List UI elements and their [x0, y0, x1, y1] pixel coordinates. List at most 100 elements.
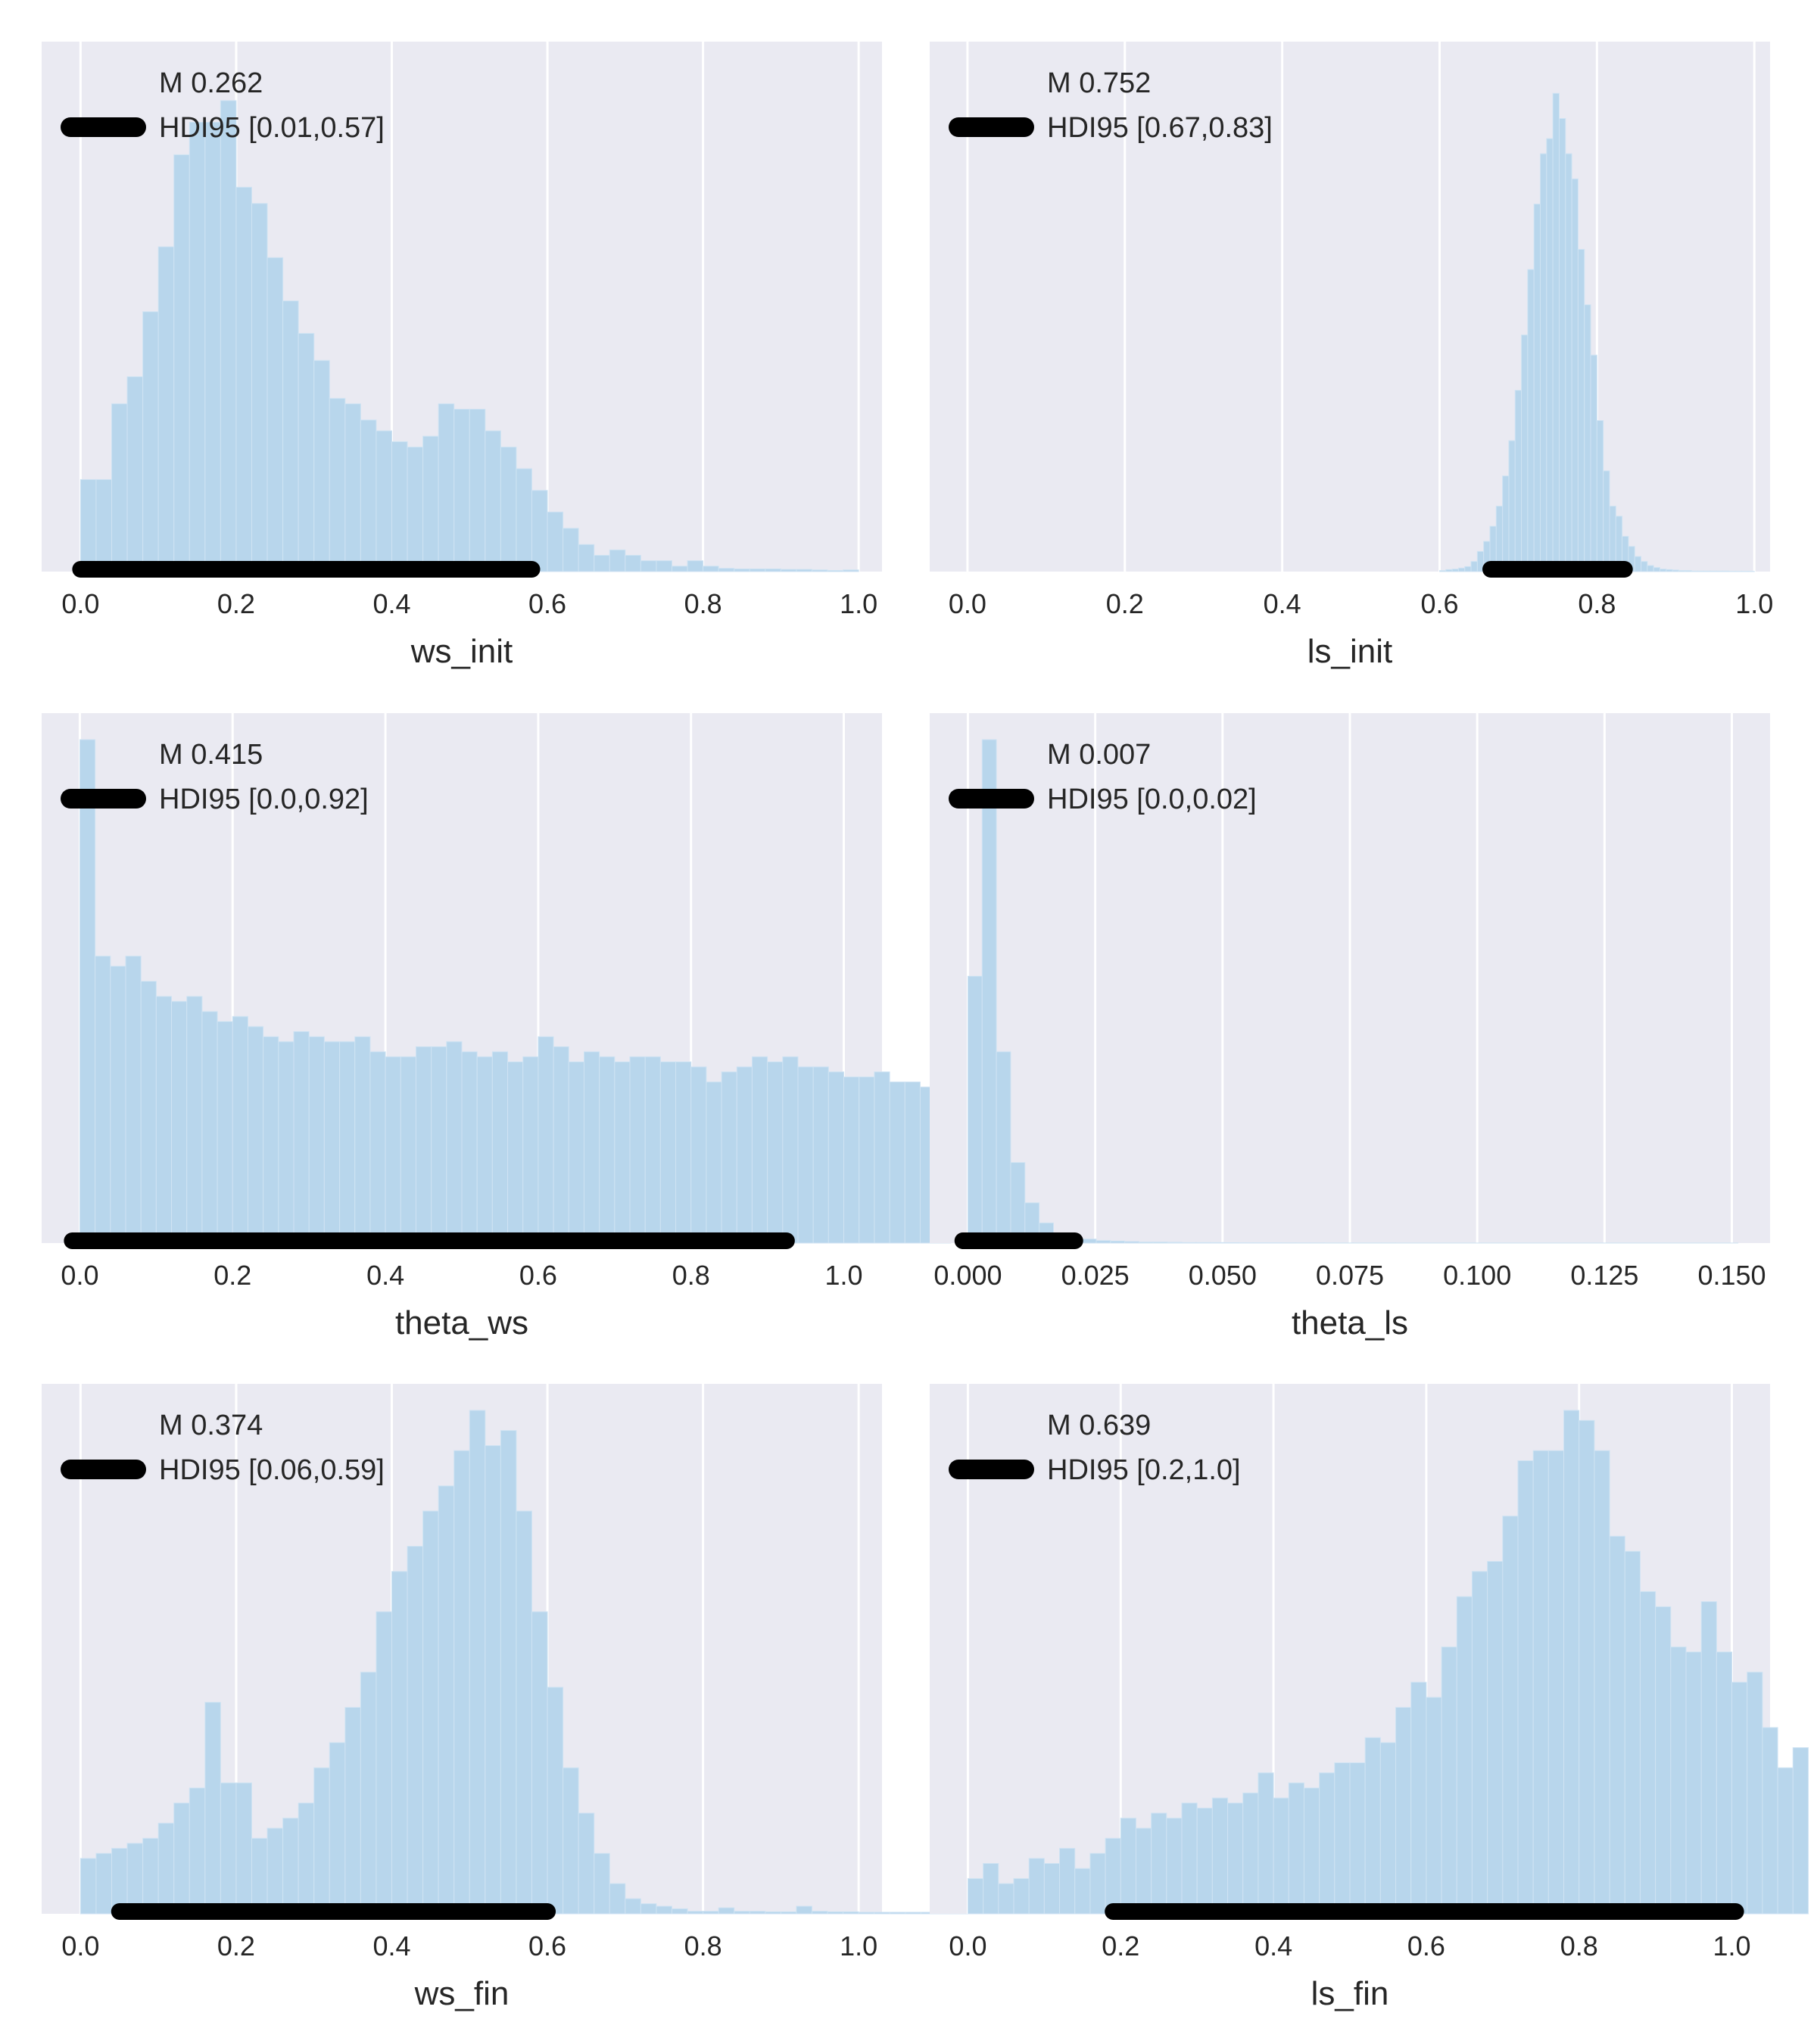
histogram-bar: [232, 1016, 248, 1244]
legend-hdi-label: HDI95 [0.01,0.57]: [159, 112, 385, 144]
histogram-bar: [1410, 1681, 1427, 1915]
histogram-bar: [1722, 570, 1730, 572]
x-axis-label: ws_init: [410, 633, 513, 670]
histogram-bar: [1532, 1450, 1549, 1915]
histogram-bar: [609, 1883, 626, 1915]
histogram-bar: [1074, 1868, 1091, 1915]
histogram-bar: [247, 1026, 264, 1244]
histogram-bar: [266, 1827, 284, 1915]
histogram-bar: [547, 1687, 564, 1915]
x-tick-label: 1.0: [1713, 1930, 1751, 1961]
histogram-bar: [1579, 1419, 1595, 1915]
histogram-bar: [547, 511, 564, 572]
histogram-bar: [765, 1911, 781, 1915]
histogram-bar: [1670, 1647, 1687, 1915]
histogram-bar: [967, 976, 983, 1244]
histogram-bar: [703, 1911, 719, 1915]
histogram-bar: [1181, 1803, 1198, 1915]
histogram-bar: [1685, 570, 1692, 572]
histogram-bar: [461, 1051, 478, 1244]
histogram-bar: [1653, 567, 1660, 572]
x-tick-label: 0.4: [366, 1260, 404, 1291]
histogram-bar: [453, 408, 470, 572]
histogram-bar: [1334, 1762, 1351, 1915]
histogram-bar: [354, 1036, 371, 1244]
histogram-bar: [1716, 570, 1724, 572]
histogram-bar: [1716, 1651, 1733, 1915]
histogram-bar: [1110, 1240, 1126, 1244]
histogram-bar: [155, 996, 173, 1244]
histogram-bar: [1672, 569, 1679, 572]
legend-mean-label: M 0.639: [1047, 1410, 1151, 1441]
histogram-bar: [578, 544, 595, 572]
x-axis-label: ls_fin: [1311, 1975, 1389, 2012]
histogram-bar: [1081, 1239, 1097, 1244]
x-tick-label: 0.025: [1061, 1260, 1130, 1291]
histogram-bar: [812, 569, 828, 572]
histogram-bar: [996, 1051, 1011, 1244]
histogram-bar: [531, 490, 548, 572]
histogram-bar: [1697, 570, 1705, 572]
x-tick-label: 0.0: [949, 588, 986, 619]
x-tick-label: 0.0: [61, 1260, 98, 1291]
x-tick-label: 0.0: [61, 588, 99, 619]
histogram-bar: [344, 403, 361, 572]
histogram-bar: [282, 1818, 299, 1915]
histogram-bar: [1641, 561, 1648, 572]
histogram-bar: [485, 1445, 501, 1915]
histogram-bar: [1151, 1812, 1167, 1915]
histogram-bar: [874, 1912, 890, 1915]
histogram-bar: [1546, 138, 1554, 572]
histogram-bar: [843, 569, 859, 572]
histogram-bar: [1540, 153, 1547, 572]
histogram-bar: [453, 1450, 470, 1915]
histogram-bar: [1659, 569, 1667, 572]
histogram-bar: [538, 1036, 554, 1244]
histogram-bar: [1647, 565, 1654, 572]
histogram-bar: [1594, 1450, 1610, 1915]
histogram-bar: [1303, 1787, 1320, 1915]
histogram-bar: [1028, 1858, 1045, 1915]
histogram-bar: [95, 955, 111, 1244]
x-tick-label: 1.0: [840, 1930, 877, 1961]
histogram-bar: [718, 1907, 735, 1915]
x-tick-label: 0.6: [1407, 1930, 1445, 1961]
histogram-bar: [446, 1041, 463, 1244]
bars: [79, 1410, 999, 1915]
histogram-bar: [1639, 1591, 1656, 1915]
histogram-bar: [1124, 1241, 1139, 1244]
histogram-bar: [298, 332, 315, 572]
legend-hdi-label: HDI95 [0.0,0.02]: [1047, 784, 1257, 815]
histogram-bar: [1319, 1772, 1335, 1915]
histogram-bar: [1685, 1651, 1702, 1915]
histogram-bar: [782, 1056, 799, 1244]
x-tick-label: 0.8: [1578, 588, 1616, 619]
histogram-bar: [812, 1066, 829, 1244]
histogram-bar: [812, 1911, 828, 1915]
histogram-bar: [217, 1020, 233, 1244]
histogram-bar: [171, 1001, 188, 1244]
x-tick-label: 0.2: [1106, 588, 1144, 619]
histogram-bar: [500, 447, 517, 572]
histogram-bar: [1552, 92, 1560, 572]
bars: [79, 100, 859, 572]
histogram-bar: [625, 555, 641, 572]
x-tick-label: 0.0: [949, 1930, 986, 1961]
histogram-bar: [469, 1410, 486, 1915]
histogram-bar: [266, 257, 284, 572]
x-tick-label: 0.4: [372, 1930, 410, 1961]
histogram-bar: [323, 1041, 341, 1244]
histogram-bar: [656, 560, 673, 572]
legend-mean-label: M 0.374: [159, 1410, 263, 1441]
histogram-bar: [476, 1056, 493, 1244]
histogram-bar: [889, 1081, 905, 1244]
histogram-bar: [1105, 1837, 1121, 1915]
histogram-bar: [282, 300, 299, 572]
panel-theta_ws: 0.0 0.2 0.4 0.6 0.8 1.0 theta_ws M 0.415 HDI95 […: [42, 713, 952, 1341]
histogram-bar: [391, 441, 408, 572]
histogram-bar: [1596, 420, 1604, 572]
x-tick-label: 0.4: [1254, 1930, 1292, 1961]
histogram-bar: [79, 478, 97, 572]
histogram-bar: [1227, 1803, 1244, 1915]
x-tick-label: 0.8: [684, 588, 722, 619]
